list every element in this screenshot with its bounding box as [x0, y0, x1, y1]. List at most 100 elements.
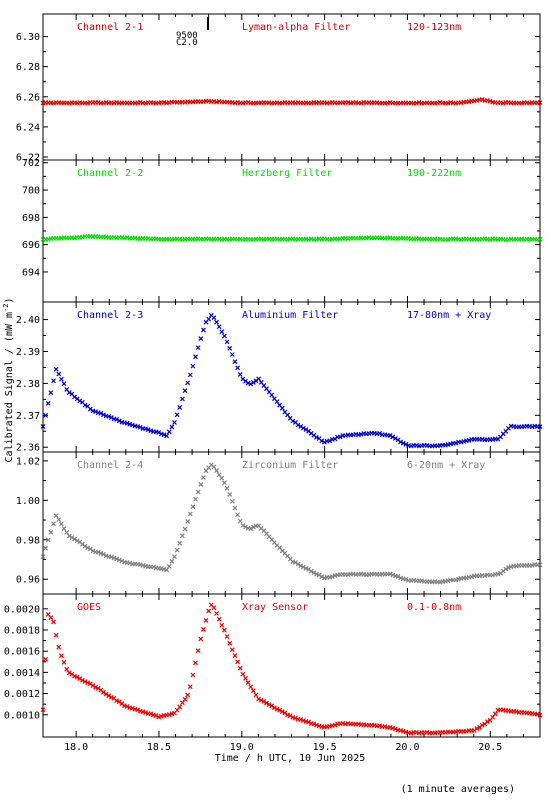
data-point	[66, 533, 72, 539]
data-point	[243, 675, 248, 681]
y-tick-label: 0.96	[16, 575, 40, 586]
x-tick-label: 20.0	[395, 742, 419, 753]
panel-label: Aluminium Filter	[242, 310, 338, 321]
data-point	[161, 432, 167, 438]
data-point	[169, 558, 175, 564]
data-point	[232, 653, 238, 658]
data-point	[332, 722, 338, 728]
data-point	[48, 615, 54, 621]
y-tick-label: 6.22	[16, 152, 40, 163]
data-point	[377, 430, 383, 436]
data-point	[248, 381, 254, 387]
data-point	[235, 512, 241, 518]
data-point	[295, 422, 301, 428]
data-point	[61, 659, 67, 665]
data-point	[300, 718, 306, 723]
panel-label: Xray Sensor	[242, 602, 308, 613]
x-tick-label: 19.5	[313, 742, 337, 753]
data-point	[56, 517, 62, 523]
data-point	[290, 418, 296, 424]
data-point	[43, 412, 49, 418]
y-tick-label: 702	[22, 158, 40, 169]
data-point	[537, 424, 543, 430]
data-point	[298, 563, 304, 569]
data-point	[243, 524, 248, 530]
data-point	[45, 537, 51, 543]
data-point	[43, 656, 49, 662]
data-point	[237, 518, 243, 524]
panel-frame	[42, 451, 541, 595]
data-point	[287, 713, 293, 719]
y-tick-label: 0.0014	[4, 668, 40, 679]
data-point	[72, 536, 77, 542]
data-point	[58, 376, 64, 382]
data-point	[108, 554, 114, 560]
data-point	[114, 556, 120, 562]
panel-label: GOES	[77, 602, 101, 613]
data-point	[482, 573, 488, 579]
y-tick-label: 6.24	[16, 122, 40, 133]
data-point	[195, 648, 201, 654]
data-point	[116, 557, 122, 563]
data-point	[400, 440, 406, 446]
panel-label: Herzberg Filter	[242, 168, 332, 179]
data-point	[293, 715, 298, 721]
data-point	[227, 492, 233, 497]
data-point	[253, 692, 259, 698]
panel-label: 120-123nm	[407, 22, 461, 33]
data-point	[172, 420, 177, 425]
data-point	[214, 319, 219, 325]
data-point	[227, 640, 233, 646]
data-point	[58, 521, 64, 527]
data-point	[193, 354, 198, 360]
panel-label: Lyman-alpha Filter	[242, 22, 350, 33]
data-point	[82, 402, 88, 408]
y-tick-label: 0.98	[16, 535, 40, 546]
data-point	[337, 434, 343, 440]
data-point	[111, 555, 117, 561]
data-point	[61, 381, 67, 387]
data-point	[377, 723, 383, 729]
data-point	[271, 705, 277, 711]
data-point	[274, 399, 280, 405]
data-point	[98, 550, 104, 556]
data-point	[211, 464, 217, 470]
data-point	[256, 696, 262, 702]
x-tick-label: 19.0	[230, 742, 254, 753]
y-tick-label: 2.40	[16, 315, 40, 326]
y-tick-label: 0.0010	[4, 710, 40, 721]
data-point	[537, 562, 543, 568]
data-point	[332, 436, 338, 442]
data-point	[206, 608, 212, 614]
data-point	[395, 573, 401, 579]
data-point	[53, 513, 59, 519]
data-point	[179, 396, 185, 402]
data-point	[200, 627, 206, 632]
data-point	[319, 574, 325, 580]
data-point	[187, 684, 193, 690]
data-point	[264, 700, 269, 706]
panel-label: Zirconium Filter	[242, 460, 338, 471]
data-point	[222, 627, 227, 633]
y-tick-label: 0.0016	[4, 647, 40, 658]
data-point	[229, 647, 235, 653]
data-point	[216, 616, 222, 622]
data-point	[156, 430, 162, 435]
data-point	[61, 526, 67, 531]
event-marker-label-1: 9500	[176, 31, 198, 41]
data-point	[211, 605, 217, 611]
data-point	[232, 505, 238, 511]
data-point	[169, 424, 175, 430]
data-point	[200, 475, 206, 481]
data-point	[474, 726, 480, 732]
data-point	[248, 526, 254, 531]
event-marker-label-2: C2.0	[176, 38, 198, 48]
data-point	[82, 679, 88, 684]
panel-label: 17-80nm + Xray	[407, 310, 491, 321]
data-point	[43, 545, 49, 551]
y-tick-label: 2.36	[16, 443, 40, 454]
panel-label: Channel 2-4	[77, 460, 143, 471]
y-tick-label: 2.37	[16, 411, 40, 422]
data-point	[537, 236, 543, 242]
y-tick-label: 700	[22, 186, 40, 197]
